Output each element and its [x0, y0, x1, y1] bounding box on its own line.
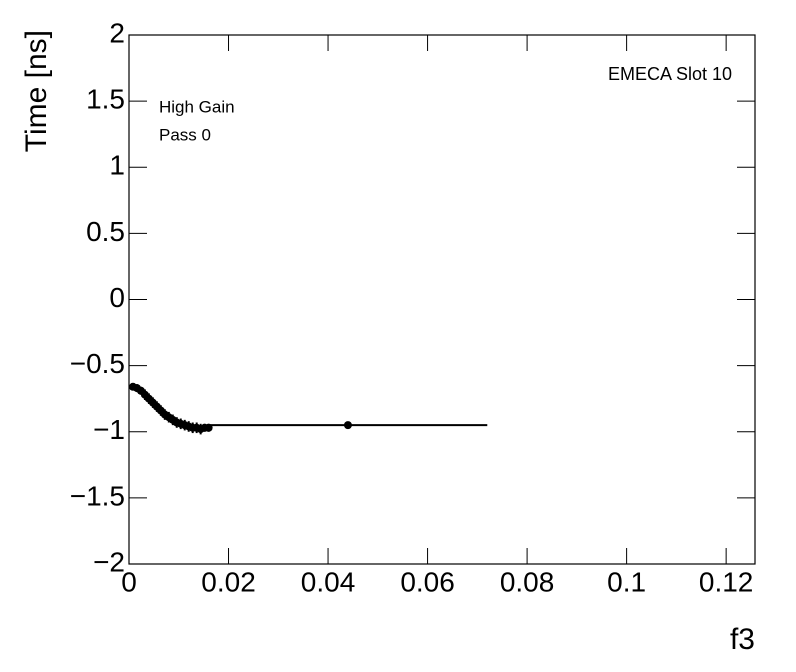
- y-tick-label: 0: [109, 282, 125, 313]
- y-tick-label: −2: [93, 546, 125, 577]
- y-tick-label: −0.5: [70, 348, 125, 379]
- y-tick-label: 1: [109, 150, 125, 181]
- corner-label: EMECA Slot 10: [608, 64, 732, 84]
- x-tick-label: 0.06: [400, 566, 455, 597]
- x-tick-label: 0.1: [607, 566, 646, 597]
- y-tick-label: 2: [109, 17, 125, 48]
- x-tick-label: 0: [121, 566, 137, 597]
- y-tick-label: −1: [93, 414, 125, 445]
- y-axis-label: Time [ns]: [20, 30, 53, 152]
- x-axis-label: f3: [730, 623, 755, 656]
- y-tick-label: 1.5: [86, 84, 125, 115]
- point: [343, 421, 352, 430]
- x-tick-label: 0.08: [500, 566, 555, 597]
- annotation: Pass 0: [159, 125, 211, 144]
- annotation: High Gain: [159, 97, 235, 116]
- y-tick-label: −1.5: [70, 480, 125, 511]
- y-tick-label: 0.5: [86, 216, 125, 247]
- x-tick-label: 0.04: [301, 566, 356, 597]
- x-tick-label: 0.02: [201, 566, 256, 597]
- x-tick-label: 0.12: [699, 566, 754, 597]
